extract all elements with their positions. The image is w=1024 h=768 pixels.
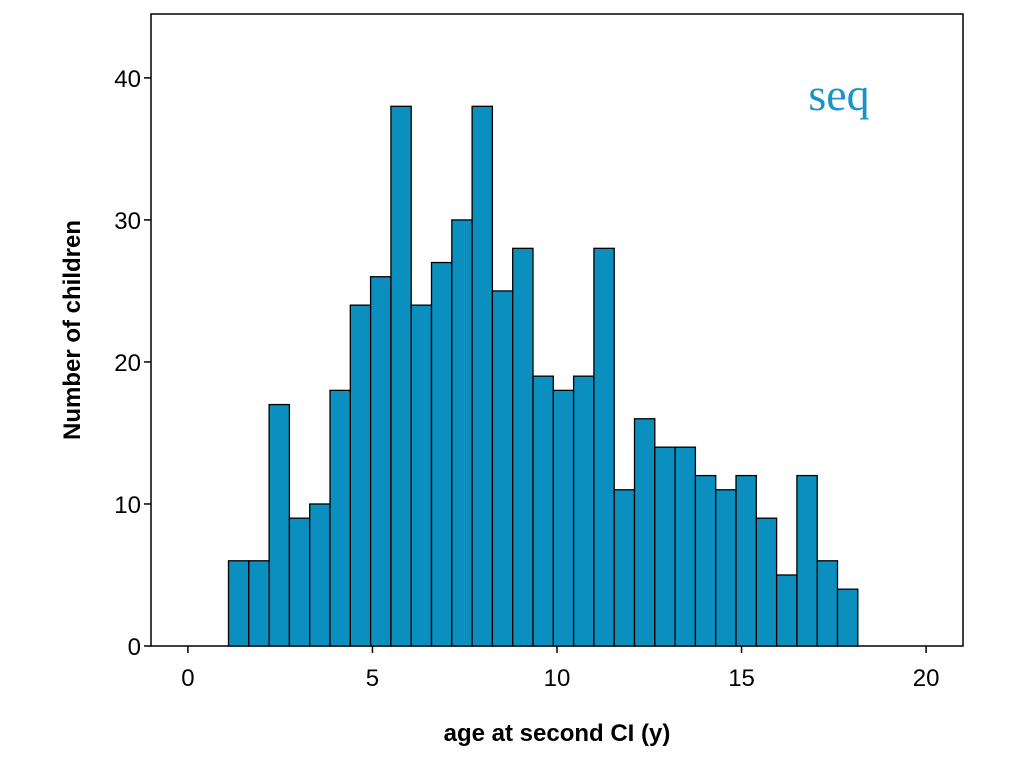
histogram-bar-29 — [796, 474, 818, 647]
histogram-bar-28 — [775, 574, 798, 647]
histogram-bar-24 — [694, 474, 717, 647]
histogram-bar-25 — [715, 489, 737, 647]
histogram-bar-10 — [410, 304, 433, 647]
histogram-bar-19 — [593, 247, 615, 647]
histogram-bar-2 — [248, 560, 270, 647]
histogram-bar-7 — [349, 304, 372, 647]
x-axis: 0 5 10 15 20 — [181, 646, 939, 692]
x-axis-title: age at second CI (y) — [444, 720, 671, 747]
x-tick-label: 15 — [728, 665, 755, 692]
x-tick-label: 20 — [913, 665, 940, 692]
histogram-bar-12 — [451, 219, 473, 647]
histogram-bar-5 — [309, 503, 331, 647]
histogram-bar-30 — [816, 560, 839, 647]
histogram-bar-26 — [735, 474, 757, 647]
histogram-bar-1 — [227, 560, 250, 647]
histogram-bar-11 — [430, 261, 453, 647]
y-axis: 0 10 20 30 40 — [114, 66, 151, 661]
histogram-bar-21 — [633, 418, 656, 647]
histogram-bar-17 — [552, 389, 575, 647]
histogram-bar-13 — [471, 105, 494, 647]
histogram-bar-18 — [572, 375, 595, 647]
histogram-bar-15 — [512, 247, 534, 647]
histogram-bar-23 — [674, 446, 697, 647]
chart-annotation: seq — [808, 69, 869, 120]
histogram-bar-20 — [613, 489, 636, 647]
histogram-bar-9 — [390, 105, 412, 647]
x-tick-label: 10 — [544, 665, 571, 692]
x-tick-label: 5 — [366, 665, 379, 692]
y-tick-label: 0 — [128, 634, 141, 661]
y-tick-label: 10 — [114, 492, 141, 519]
histogram-bar-27 — [755, 517, 778, 647]
histogram-bar-22 — [654, 446, 676, 647]
y-tick-label: 20 — [114, 350, 141, 377]
histogram-bar-31 — [836, 588, 859, 647]
y-axis-title: Number of children — [59, 220, 86, 440]
x-tick-label: 0 — [181, 665, 194, 692]
histogram-bar-3 — [268, 403, 291, 647]
histogram-bar-16 — [532, 375, 554, 647]
histogram-bar-8 — [369, 276, 392, 647]
histogram-bar-4 — [288, 517, 311, 647]
histogram-bar-14 — [491, 290, 514, 647]
histogram-bar-6 — [329, 389, 351, 647]
bars-group — [227, 105, 859, 647]
y-tick-label: 40 — [114, 66, 141, 93]
y-tick-label: 30 — [114, 208, 141, 235]
